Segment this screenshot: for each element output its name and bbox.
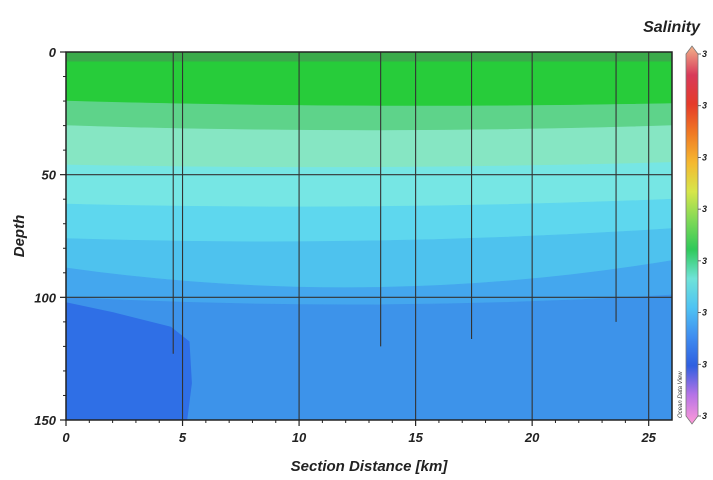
colorbar-tick-label-2: 3	[702, 359, 707, 369]
x-tick-label-20: 20	[524, 430, 540, 445]
colorbar-tick-label-1: 3	[702, 411, 707, 421]
y-axis-ticks: 0 50 100 150	[34, 45, 66, 428]
x-tick-label-0: 0	[62, 430, 70, 445]
salinity-layer-2	[66, 61, 672, 107]
colorbar-tick-label-5: 3	[702, 204, 707, 214]
x-tick-label-25: 25	[640, 430, 656, 445]
salinity-layers	[66, 52, 672, 420]
salinity-layer-4	[66, 125, 672, 168]
x-tick-label-15: 15	[408, 430, 423, 445]
colorbar-ticks: 3 3 3 3 3 3 3 3	[698, 49, 707, 421]
colorbar-tick-label-8: 3	[702, 49, 707, 59]
x-tick-label-5: 5	[179, 430, 187, 445]
y-tick-label-100: 100	[34, 290, 56, 305]
colorbar-body	[685, 45, 699, 425]
colorbar: 3 3 3 3 3 3 3 3	[685, 45, 707, 425]
salinity-layer-5	[66, 162, 672, 208]
y-axis-label: Depth	[11, 215, 28, 258]
y-tick-label-0: 0	[49, 45, 57, 60]
colorbar-tick-label-4: 3	[702, 256, 707, 266]
station-profiles	[172, 52, 650, 420]
deep-water-patch	[66, 302, 192, 420]
deep-water-patch-shape	[66, 302, 192, 420]
x-axis-label: Section Distance [km]	[291, 458, 449, 475]
plot-area	[66, 52, 672, 420]
colorbar-tick-label-7: 3	[702, 101, 707, 111]
ocean-data-view-watermark: Ocean Data View	[678, 371, 684, 418]
colorbar-tick-label-6: 3	[702, 152, 707, 162]
colorbar-tick-label-3: 3	[702, 308, 707, 318]
colorbar-title: Salinity	[643, 19, 701, 36]
y-tick-label-150: 150	[34, 413, 56, 428]
x-tick-label-10: 10	[292, 430, 307, 445]
gridlines	[66, 174, 672, 298]
y-tick-label-50: 50	[42, 168, 57, 183]
salinity-layer-9	[66, 294, 672, 420]
x-axis-ticks: 0 5 10 15 20 25	[62, 420, 657, 445]
salinity-layer-1	[66, 52, 672, 63]
